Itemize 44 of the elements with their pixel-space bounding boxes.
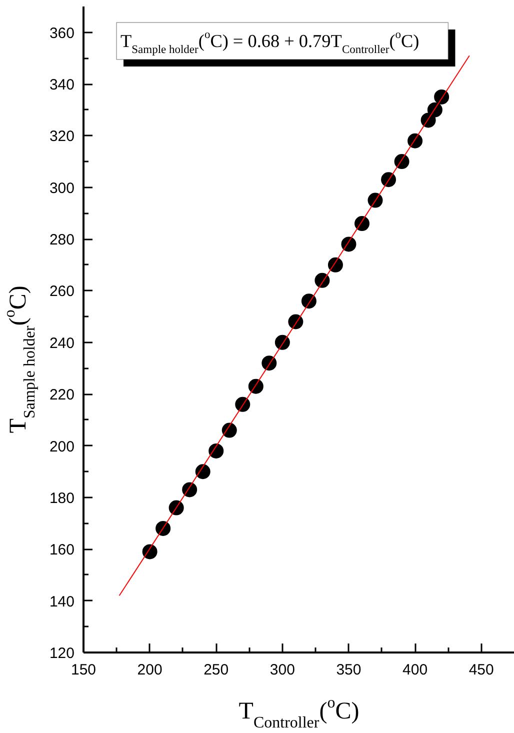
point xyxy=(434,89,450,104)
x-tick-label: 350 xyxy=(336,662,362,678)
y-tick-label: 200 xyxy=(49,438,75,456)
y-tick-label: 340 xyxy=(49,76,75,94)
y-axis-title: TSample holder(oC) xyxy=(1,286,38,434)
point xyxy=(368,192,383,208)
point xyxy=(427,102,442,118)
point xyxy=(314,272,330,288)
point xyxy=(328,257,343,272)
point xyxy=(301,294,316,309)
point xyxy=(156,520,171,536)
point xyxy=(288,314,304,330)
point xyxy=(235,396,250,412)
point xyxy=(262,356,277,371)
point xyxy=(182,482,198,498)
x-tick-label: 450 xyxy=(468,662,494,678)
point xyxy=(341,236,356,252)
point xyxy=(381,172,396,188)
point xyxy=(408,133,423,148)
point xyxy=(354,216,370,232)
point xyxy=(195,464,210,480)
point xyxy=(208,443,224,458)
y-tick-label: 120 xyxy=(49,645,75,662)
point xyxy=(394,154,410,170)
point xyxy=(274,334,290,350)
y-tick-label: 300 xyxy=(49,180,75,197)
y-tick-label: 260 xyxy=(49,283,75,300)
y-tick-label: 360 xyxy=(49,24,75,42)
y-tick-label: 220 xyxy=(49,386,75,404)
y-tick-label: 240 xyxy=(49,334,75,352)
point xyxy=(168,500,184,516)
y-tick-label: 320 xyxy=(49,128,75,146)
y-tick-label: 140 xyxy=(49,593,75,610)
point xyxy=(248,378,264,394)
x-tick-label: 300 xyxy=(270,662,295,678)
y-tick-label: 280 xyxy=(49,232,75,249)
x-tick-label: 250 xyxy=(204,662,229,678)
point xyxy=(222,422,237,438)
x-tick-label: 400 xyxy=(402,662,428,678)
y-tick-label: 160 xyxy=(49,542,75,559)
point xyxy=(142,544,158,560)
y-tick-label: 180 xyxy=(49,490,75,507)
x-tick-label: 150 xyxy=(70,662,96,678)
x-tick-label: 200 xyxy=(137,662,162,678)
